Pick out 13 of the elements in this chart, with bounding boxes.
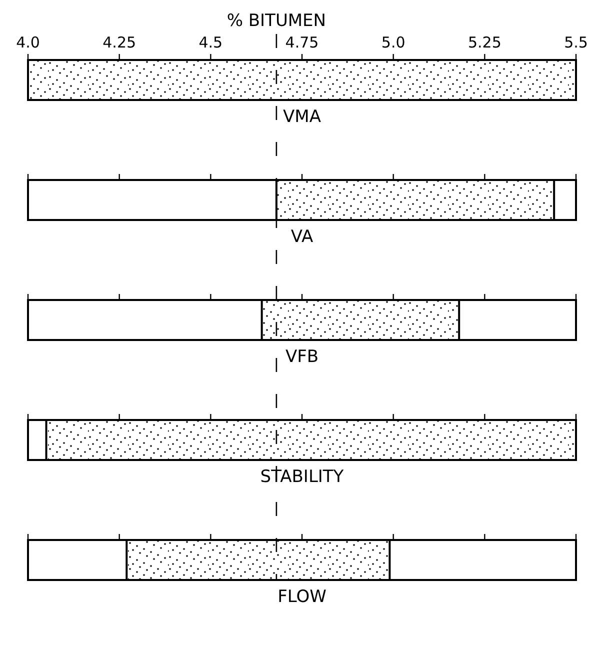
x-tick-label: 5.5 [564, 34, 588, 52]
y-tick-label: VA [290, 227, 314, 247]
x-axis-title: % BITUMEN [226, 11, 326, 31]
y-tick-label: VMA [283, 107, 322, 127]
y-tick-label: VFB [285, 347, 319, 367]
x-tick-label: 5.0 [381, 34, 406, 52]
y-tick-label: FLOW [278, 587, 327, 607]
x-tick-label: 4.25 [102, 34, 136, 52]
x-tick-label: 4.5 [198, 34, 223, 52]
x-tick-label: 4.0 [16, 34, 40, 52]
y-tick-label: STABILITY [260, 467, 344, 487]
x-tick-label: 4.75 [285, 34, 319, 52]
x-tick-label: 5.25 [468, 34, 502, 52]
